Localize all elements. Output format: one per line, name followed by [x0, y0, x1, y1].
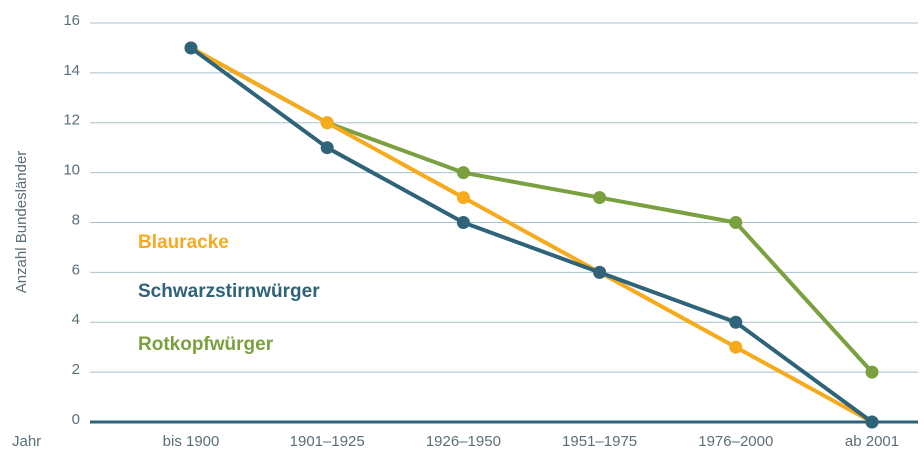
y-tick-label: 4: [72, 311, 80, 328]
point: [184, 41, 198, 55]
series-line: [190, 46, 873, 424]
x-tick-label: ab 2001: [845, 433, 899, 450]
x-tick-label: 1901–1925: [290, 433, 365, 450]
point: [456, 191, 470, 205]
y-tick-label: 10: [63, 162, 80, 179]
point: [456, 216, 470, 229]
legend-label: Rotkopfwürger: [138, 334, 274, 355]
y-tick-label: 14: [63, 62, 80, 79]
point: [320, 116, 334, 130]
y-axis-label: Anzahl Bundesländer: [13, 151, 30, 294]
y-tick-label: 6: [72, 261, 80, 278]
x-tick-label: 1951–1975: [562, 433, 637, 450]
series-line: [190, 46, 874, 374]
point: [729, 340, 743, 354]
legend-label: Schwarzstirnwürger: [138, 281, 320, 302]
point: [865, 415, 879, 429]
x-tick-label: 1926–1950: [426, 433, 501, 450]
point: [320, 141, 334, 155]
y-tick-label: 12: [63, 112, 80, 129]
series-line: [189, 46, 874, 424]
y-tick-label: 8: [72, 211, 80, 228]
point: [593, 191, 607, 205]
x-axis-label: Jahr: [12, 433, 41, 450]
point: [729, 216, 743, 229]
point: [729, 315, 743, 329]
x-tick-label: bis 1900: [163, 433, 220, 450]
point: [865, 365, 879, 379]
point: [593, 265, 607, 279]
point: [456, 166, 470, 180]
y-tick-label: 16: [63, 12, 80, 29]
x-tick-label: 1976–2000: [698, 433, 773, 450]
y-tick-label: 0: [72, 411, 80, 428]
y-tick-label: 2: [72, 361, 80, 378]
legend-label: Blauracke: [138, 232, 229, 253]
